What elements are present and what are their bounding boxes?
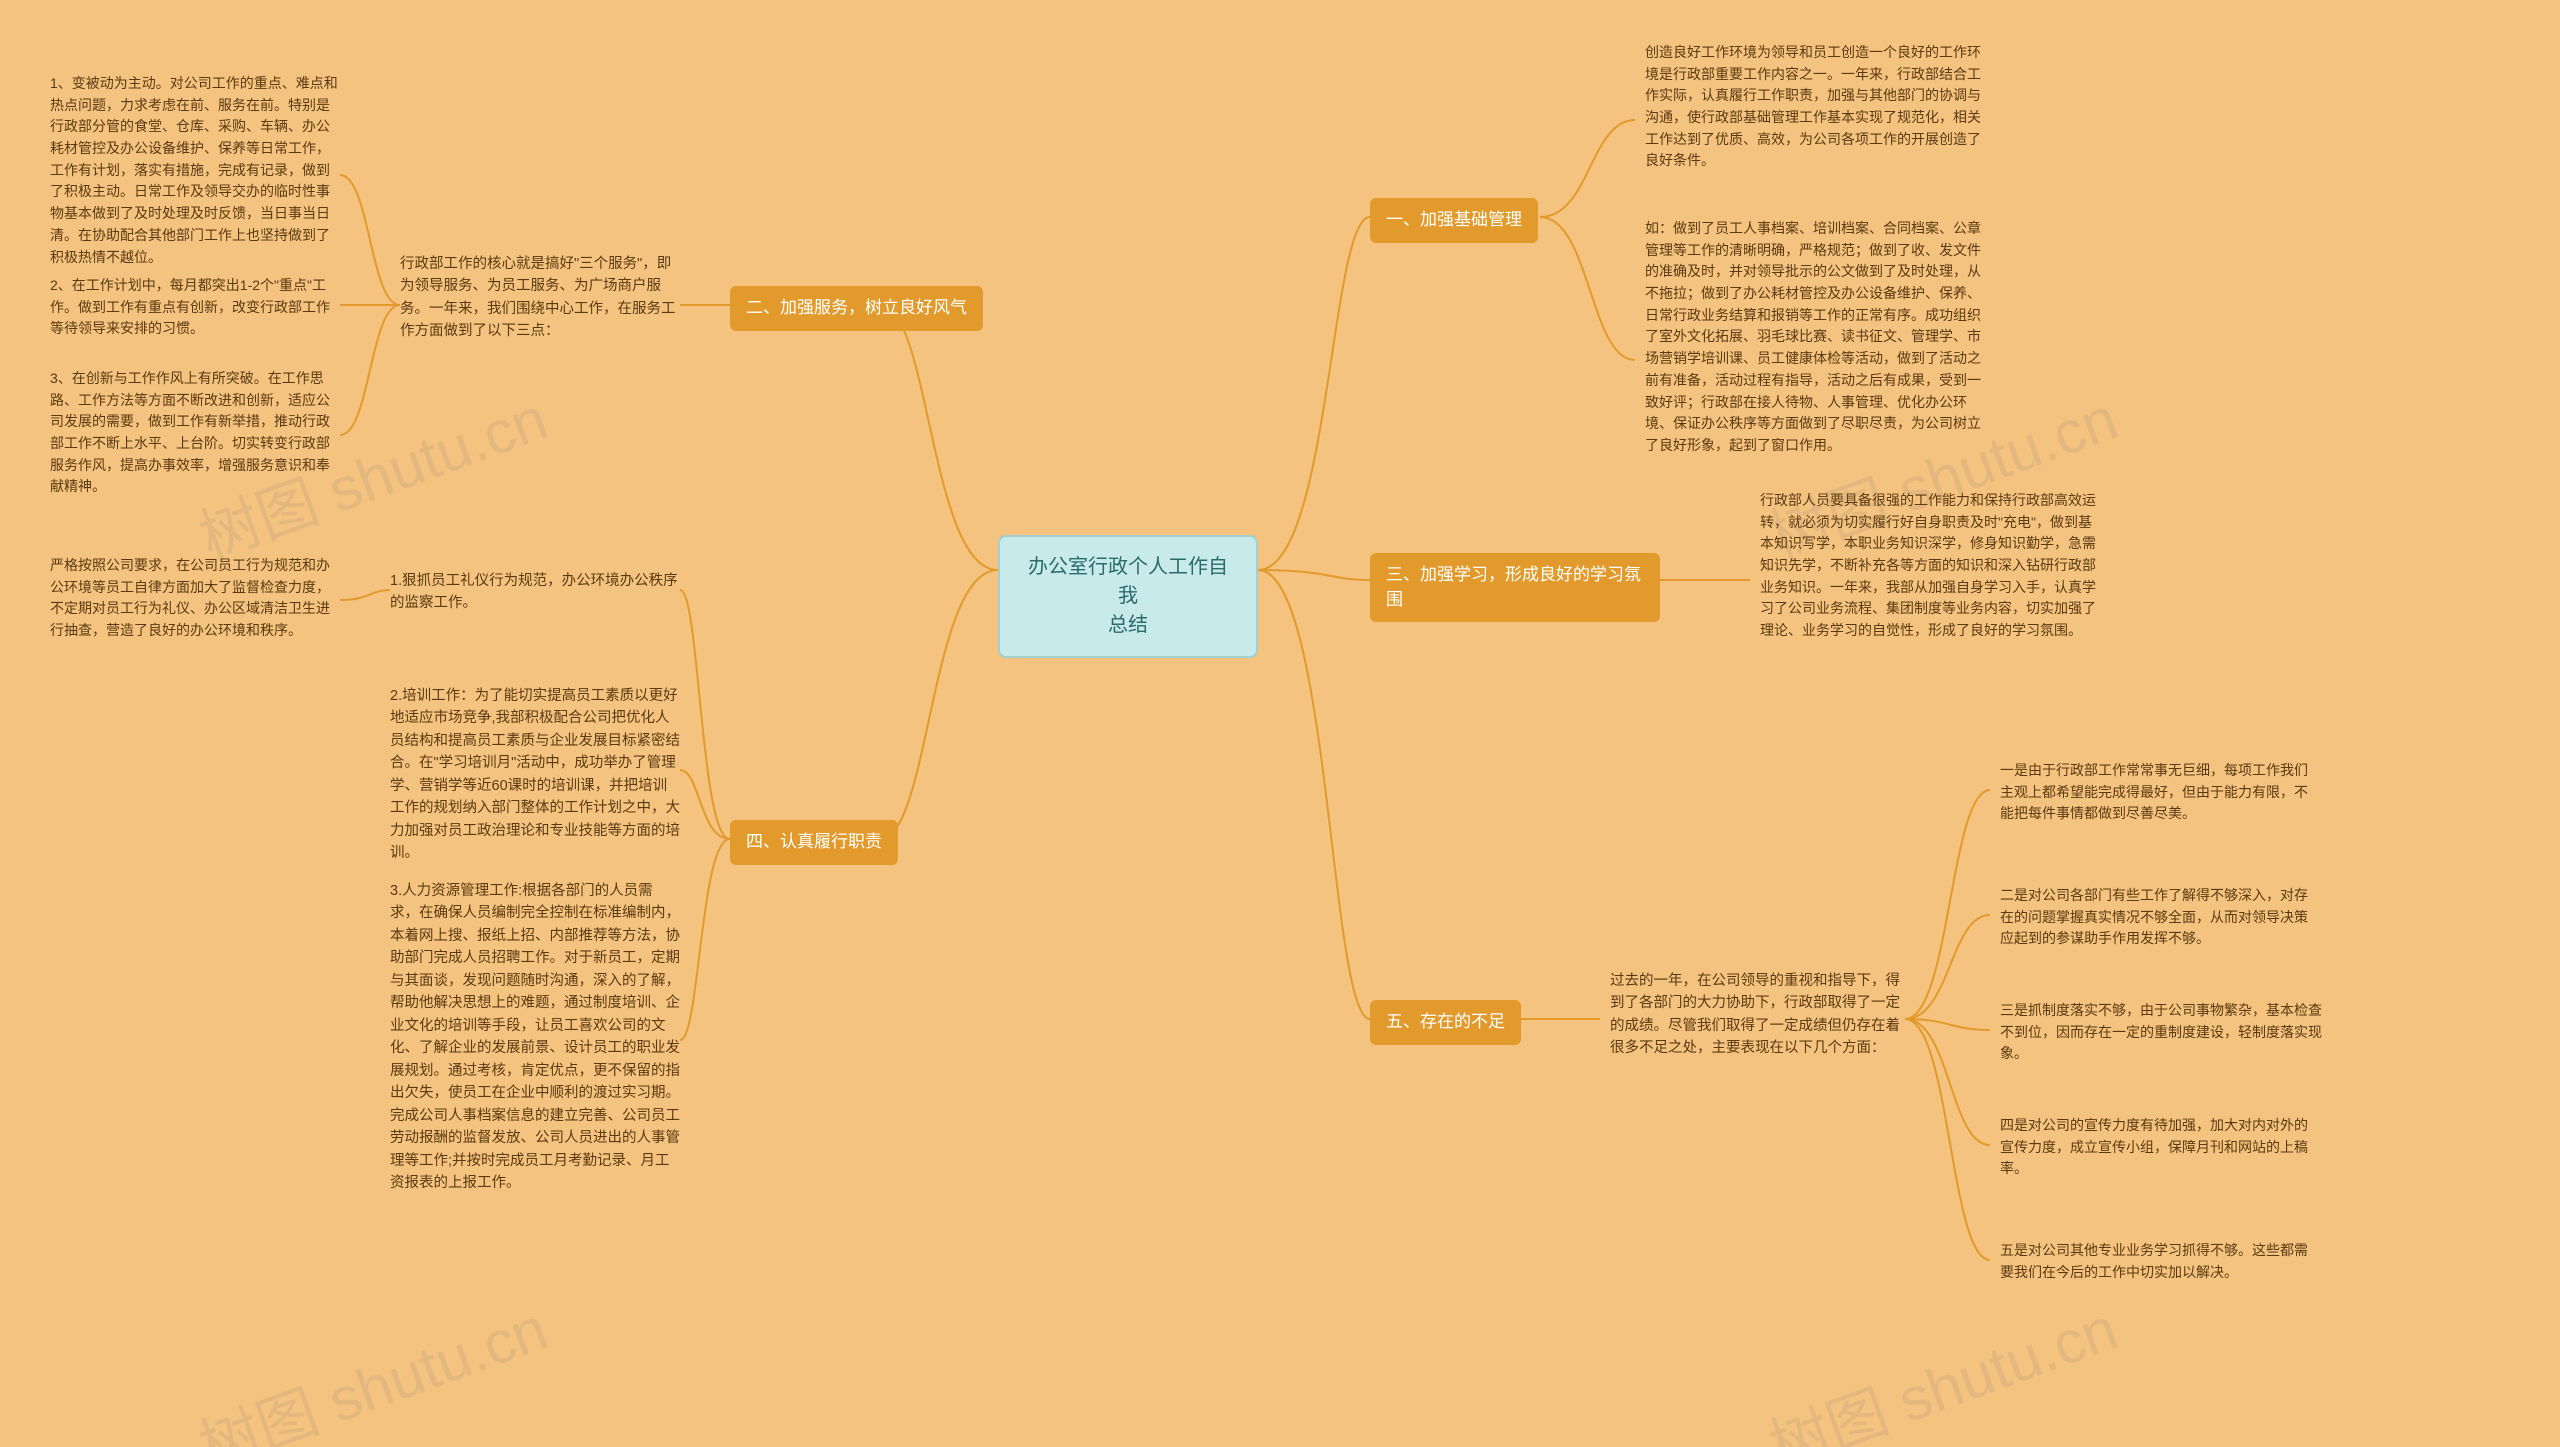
leaf-r5d: 四是对公司的宣传力度有待加强，加大对内对外的宣传力度，成立宣传小组，保障月刊和网… (2000, 1115, 2320, 1180)
branch-r1[interactable]: 一、加强基础管理 (1370, 198, 1538, 243)
leaf-r1a: 创造良好工作环境为领导和员工创造一个良好的工作环境是行政部重要工作内容之一。一年… (1645, 42, 1985, 172)
watermark: 树图 shutu.cn (186, 1280, 557, 1447)
branch-l2[interactable]: 二、加强服务，树立良好风气 (730, 286, 983, 331)
leaf-r5e: 五是对公司其他专业业务学习抓得不够。这些都需要我们在今后的工作中切实加以解决。 (2000, 1240, 2320, 1283)
leaf-r3a: 行政部人员要具备很强的工作能力和保持行政部高效运转，就必须为切实履行好自身职责及… (1760, 490, 2100, 642)
leaf-r5a: 一是由于行政部工作常常事无巨细，每项工作我们主观上都希望能完成得最好，但由于能力… (2000, 760, 2320, 825)
watermark: 树图 shutu.cn (1756, 1280, 2127, 1447)
branch-l4[interactable]: 四、认真履行职责 (730, 820, 898, 865)
center-topic[interactable]: 办公室行政个人工作自我总结 (998, 535, 1258, 658)
leaf-l2a: 1、变被动为主动。对公司工作的重点、难点和热点问题，力求考虑在前、服务在前。特别… (50, 73, 340, 268)
leaf-l4a1: 严格按照公司要求，在公司员工行为规范和办公环境等员工自律方面加大了监督检查力度，… (50, 555, 340, 642)
mid-r5: 过去的一年，在公司领导的重视和指导下，得到了各部门的大力协助下，行政部取得了一定… (1610, 970, 1910, 1060)
leaf-l2b: 2、在工作计划中，每月都突出1-2个"重点"工作。做到工作有重点有创新，改变行政… (50, 275, 340, 340)
leaf-l4b: 2.培训工作：为了能切实提高员工素质以更好地适应市场竞争,我部积极配合公司把优化… (390, 685, 680, 865)
leaf-l4a: 1.狠抓员工礼仪行为规范，办公环境办公秩序的监察工作。 (390, 570, 680, 615)
branch-r5[interactable]: 五、存在的不足 (1370, 1000, 1521, 1045)
leaf-r5b: 二是对公司各部门有些工作了解得不够深入，对存在的问题掌握真实情况不够全面，从而对… (2000, 885, 2320, 950)
leaf-r5c: 三是抓制度落实不够，由于公司事物繁杂，基本检查不到位，因而存在一定的重制度建设，… (2000, 1000, 2330, 1065)
leaf-r1b: 如：做到了员工人事档案、培训档案、合同档案、公章管理等工作的清晰明确，严格规范；… (1645, 218, 1985, 457)
leaf-l2c: 3、在创新与工作作风上有所突破。在工作思路、工作方法等方面不断改进和创新，适应公… (50, 368, 340, 498)
leaf-l4c: 3.人力资源管理工作:根据各部门的人员需求，在确保人员编制完全控制在标准编制内，… (390, 880, 680, 1195)
branch-r3[interactable]: 三、加强学习，形成良好的学习氛围 (1370, 553, 1660, 622)
mid-l2: 行政部工作的核心就是搞好"三个服务"，即为领导服务、为员工服务、为广场商户服务。… (400, 253, 680, 343)
connector-lines (0, 0, 2560, 1447)
